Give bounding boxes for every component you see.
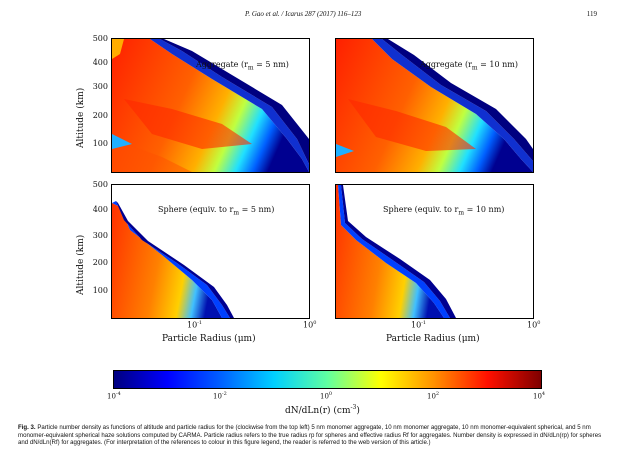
panel-sphere-10nm — [335, 184, 534, 319]
ytick-top-100: 100 — [92, 139, 108, 148]
contour-aggregate-5nm — [112, 39, 309, 172]
ytick-top-300: 300 — [92, 82, 108, 91]
colorbar-tick-1e0: 100 — [320, 391, 333, 401]
xlabel-right: Particle Radius (μm) — [386, 334, 480, 344]
ytick-bottom-200: 200 — [92, 258, 108, 267]
figure-number: Fig. 3. — [18, 424, 36, 431]
contour-aggregate-10nm — [336, 39, 533, 172]
colorbar-tick-1e-4: 10-4 — [107, 391, 121, 401]
panel-label-aggregate-10nm: Aggregate (rm = 10 nm) — [420, 60, 518, 72]
ytick-top-200: 200 — [92, 111, 108, 120]
panel-label-sphere-10nm: Sphere (equiv. to rm = 10 nm) — [383, 205, 505, 217]
xtick-left-1: 100 — [303, 320, 317, 330]
colorbar-gradient — [114, 371, 541, 388]
xlabel-left: Particle Radius (μm) — [162, 334, 256, 344]
ylabel-top: Altitude (km) — [76, 87, 86, 148]
xtick-left-0.1: 10-1 — [187, 320, 203, 330]
ytick-bottom-300: 300 — [92, 231, 108, 240]
colorbar-tick-1e4: 104 — [533, 391, 546, 401]
xtick-right-1: 100 — [527, 320, 541, 330]
contour-sphere-10nm — [336, 185, 456, 318]
caption-text: Particle number density as functions of … — [18, 424, 602, 447]
ytick-top-400: 400 — [92, 58, 108, 67]
ylabel-bottom: Altitude (km) — [76, 234, 86, 295]
ytick-bottom-100: 100 — [92, 286, 108, 295]
ytick-bottom-400: 400 — [92, 205, 108, 214]
page-number: 119 — [586, 10, 597, 18]
panel-sphere-5nm — [111, 184, 310, 319]
colorbar-label: dN/dLn(r) (cm-3) — [285, 404, 360, 416]
panel-label-aggregate-5nm: Aggregate (rm = 5 nm) — [196, 60, 289, 72]
colorbar-tick-1e2: 102 — [427, 391, 440, 401]
xtick-right-0.1: 10-1 — [411, 320, 427, 330]
colorbar — [113, 370, 542, 389]
ytick-top-500: 500 — [92, 34, 108, 43]
colorbar-tick-1e-2: 10-2 — [213, 391, 227, 401]
figure-caption: Fig. 3. Particle number density as funct… — [18, 424, 603, 447]
ytick-bottom-500: 500 — [92, 180, 108, 189]
contour-sphere-5nm — [112, 201, 234, 318]
panel-aggregate-10nm — [335, 38, 534, 173]
panel-label-sphere-5nm: Sphere (equiv. to rm = 5 nm) — [158, 205, 275, 217]
running-title: P. Gao et al. / Icarus 287 (2017) 116–12… — [245, 10, 362, 18]
panel-aggregate-5nm — [111, 38, 310, 173]
